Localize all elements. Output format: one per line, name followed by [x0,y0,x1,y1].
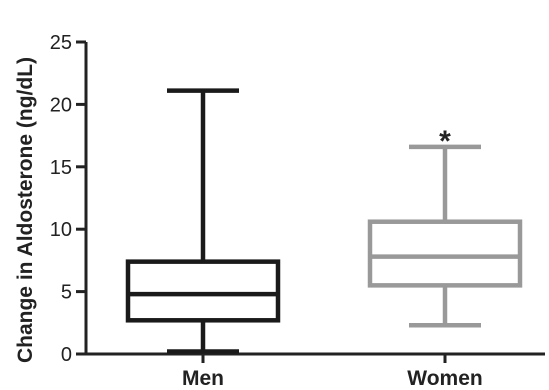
y-tick-label: 15 [50,157,72,179]
y-tick-label: 10 [50,219,72,241]
box-men [125,88,281,354]
iqr-box [125,259,281,323]
y-tick-label: 20 [50,94,72,116]
y-tick-label: 5 [61,282,72,304]
x-axis: Men Women [86,352,545,390]
y-axis-title: Change in Aldosterone (ng/dL) [14,57,37,363]
significance-asterisk: * [439,125,451,158]
y-tick-label: 25 [50,32,72,54]
y-tick-label: 0 [61,344,72,366]
annotations: * [439,125,451,158]
box-women [367,144,523,328]
y-axis: 0 5 10 15 20 25 [50,32,88,366]
boxes [125,88,523,354]
y-ticks: 0 5 10 15 20 25 [50,32,86,366]
x-tick-label: Women [407,367,482,390]
x-tick-label: Men [182,367,224,390]
x-ticks: Men Women [182,354,483,390]
iqr-box [367,219,523,288]
